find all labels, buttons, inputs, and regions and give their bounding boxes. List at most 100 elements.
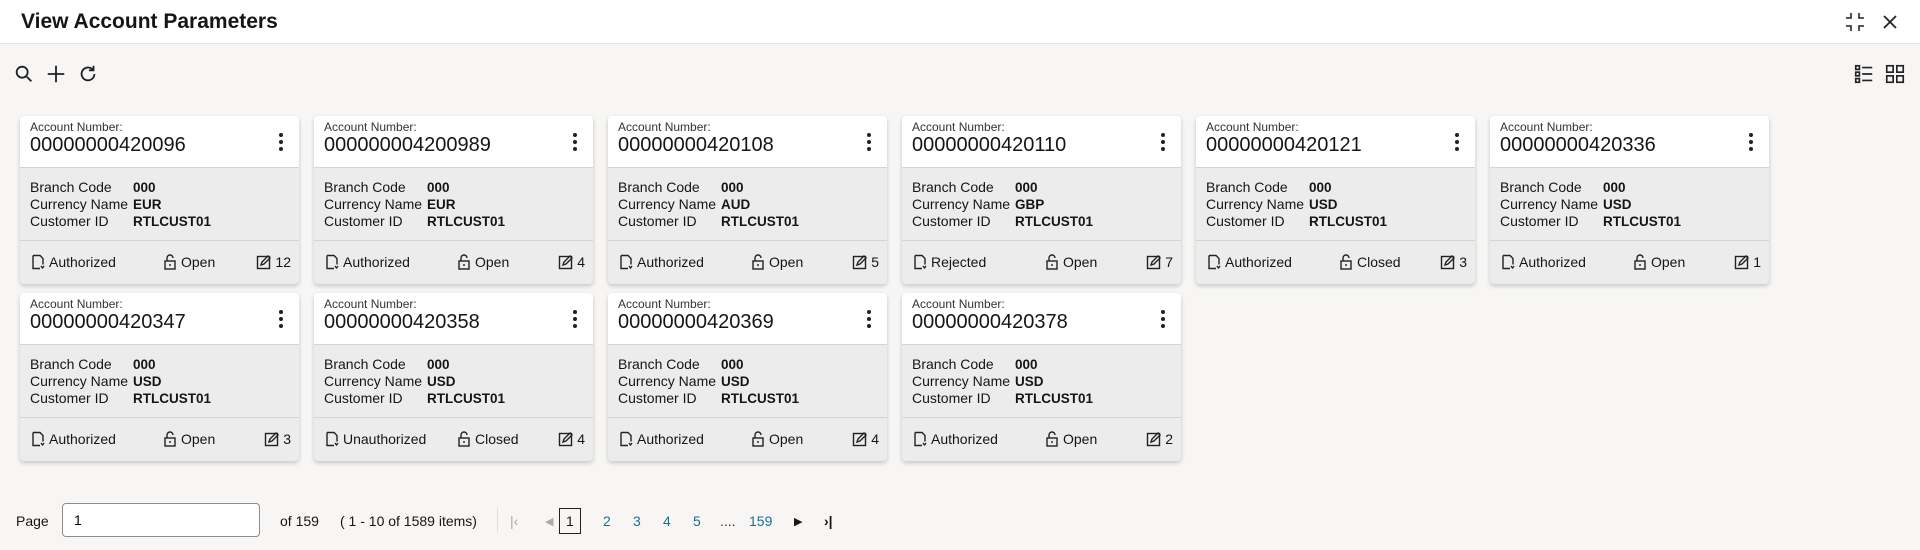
modification-count: 7 — [1146, 254, 1173, 270]
document-icon — [1208, 254, 1221, 270]
account-number-label: Account Number: — [912, 297, 1005, 311]
card-header: Account Number: 00000000420347 — [20, 293, 299, 345]
branch-code: 000 — [427, 180, 450, 195]
branch-code-label: Branch Code — [324, 356, 406, 372]
customer-id-label: Customer ID — [30, 390, 109, 406]
card-footer: Authorized Open 5 — [608, 241, 887, 284]
authorization-status: Unauthorized — [324, 431, 426, 447]
more-options-icon[interactable] — [865, 310, 873, 330]
card-body: Branch Code 000 Currency Name EUR Customer… — [20, 168, 299, 241]
minimize-icon[interactable] — [1843, 10, 1867, 34]
authorization-status: Authorized — [1206, 254, 1292, 270]
more-options-icon[interactable] — [1159, 133, 1167, 153]
card-footer: Authorized Open 12 — [20, 241, 299, 284]
card-footer: Authorized Open 2 — [902, 418, 1181, 461]
document-icon — [914, 254, 927, 270]
customer-id: RTLCUST01 — [1309, 214, 1388, 229]
branch-code-label: Branch Code — [30, 179, 112, 195]
currency-name-label: Currency Name — [30, 196, 129, 212]
branch-code-label: Branch Code — [912, 356, 994, 372]
customer-id: RTLCUST01 — [721, 214, 800, 229]
account-number: 00000000420096 — [30, 134, 186, 156]
customer-id-label: Customer ID — [324, 213, 403, 229]
record-status: Open — [456, 254, 509, 270]
customer-id: RTLCUST01 — [427, 391, 506, 406]
account-card[interactable]: Account Number: 00000000420336 Branch Co… — [1490, 116, 1769, 284]
modification-count: 4 — [852, 431, 879, 447]
record-status: Open — [1632, 254, 1685, 270]
currency-name-label: Currency Name — [618, 196, 717, 212]
unlock-icon — [164, 254, 176, 270]
account-card[interactable]: Account Number: 00000000420347 Branch Co… — [20, 293, 299, 461]
add-icon[interactable] — [45, 63, 67, 85]
page-4[interactable]: 4 — [663, 513, 671, 529]
account-card[interactable]: Account Number: 00000000420110 Branch Co… — [902, 116, 1181, 284]
authorization-status: Authorized — [1500, 254, 1586, 270]
edit-icon — [257, 255, 272, 270]
document-icon — [32, 254, 45, 270]
account-card[interactable]: Account Number: 000000004200989 Branch C… — [314, 116, 593, 284]
currency-name-label: Currency Name — [912, 373, 1011, 389]
currency-name: USD — [1309, 197, 1338, 212]
card-body: Branch Code 000 Currency Name USD Customer… — [608, 345, 887, 418]
page-input[interactable] — [62, 503, 260, 537]
document-icon — [326, 431, 339, 447]
modification-count: 1 — [1734, 254, 1761, 270]
tile-view-icon[interactable] — [1884, 63, 1906, 85]
account-card[interactable]: Account Number: 00000000420358 Branch Co… — [314, 293, 593, 461]
edit-icon — [1147, 432, 1162, 447]
page-5[interactable]: 5 — [693, 513, 701, 529]
authorization-status: Authorized — [30, 431, 116, 447]
record-status: Open — [1044, 431, 1097, 447]
account-card[interactable]: Account Number: 00000000420369 Branch Co… — [608, 293, 887, 461]
branch-code-label: Branch Code — [618, 356, 700, 372]
more-options-icon[interactable] — [571, 133, 579, 153]
account-card[interactable]: Account Number: 00000000420096 Branch Co… — [20, 116, 299, 284]
more-options-icon[interactable] — [1453, 133, 1461, 153]
branch-code-label: Branch Code — [1206, 179, 1288, 195]
edit-icon — [265, 432, 280, 447]
first-page-icon[interactable]: |‹ — [510, 513, 519, 529]
account-number-label: Account Number: — [618, 297, 711, 311]
branch-code-label: Branch Code — [324, 179, 406, 195]
account-number-label: Account Number: — [912, 120, 1005, 134]
currency-name-label: Currency Name — [30, 373, 129, 389]
page-159[interactable]: 159 — [749, 513, 773, 529]
more-options-icon[interactable] — [1747, 133, 1755, 153]
modification-count: 5 — [852, 254, 879, 270]
branch-code-label: Branch Code — [1500, 179, 1582, 195]
card-header: Account Number: 00000000420378 — [902, 293, 1181, 345]
edit-icon — [559, 255, 574, 270]
modification-count: 3 — [1440, 254, 1467, 270]
account-number-label: Account Number: — [30, 297, 123, 311]
close-icon[interactable] — [1878, 10, 1902, 34]
last-page-icon[interactable]: ›| — [824, 513, 833, 529]
document-icon — [32, 431, 45, 447]
more-options-icon[interactable] — [277, 133, 285, 153]
account-card[interactable]: Account Number: 00000000420121 Branch Co… — [1196, 116, 1475, 284]
account-number-label: Account Number: — [30, 120, 123, 134]
more-options-icon[interactable] — [571, 310, 579, 330]
page-1[interactable]: 1 — [559, 508, 581, 534]
search-icon[interactable] — [13, 63, 35, 85]
card-body: Branch Code 000 Currency Name USD Customer… — [902, 345, 1181, 418]
account-card[interactable]: Account Number: 00000000420108 Branch Co… — [608, 116, 887, 284]
authorization-status: Authorized — [30, 254, 116, 270]
page-2[interactable]: 2 — [603, 513, 611, 529]
account-number: 00000000420336 — [1500, 134, 1656, 156]
unlock-icon — [164, 431, 176, 447]
refresh-icon[interactable] — [77, 63, 99, 85]
authorization-status: Authorized — [618, 431, 704, 447]
page-3[interactable]: 3 — [633, 513, 641, 529]
account-number-label: Account Number: — [1500, 120, 1593, 134]
account-card[interactable]: Account Number: 00000000420378 Branch Co… — [902, 293, 1181, 461]
more-options-icon[interactable] — [1159, 310, 1167, 330]
card-body: Branch Code 000 Currency Name USD Customer… — [20, 345, 299, 418]
list-view-icon[interactable] — [1853, 63, 1875, 85]
more-options-icon[interactable] — [277, 310, 285, 330]
next-page-icon[interactable]: ▶ — [794, 516, 803, 528]
currency-name: USD — [1603, 197, 1632, 212]
more-options-icon[interactable] — [865, 133, 873, 153]
previous-page-icon[interactable]: ◀ — [545, 516, 554, 528]
card-header: Account Number: 00000000420369 — [608, 293, 887, 345]
